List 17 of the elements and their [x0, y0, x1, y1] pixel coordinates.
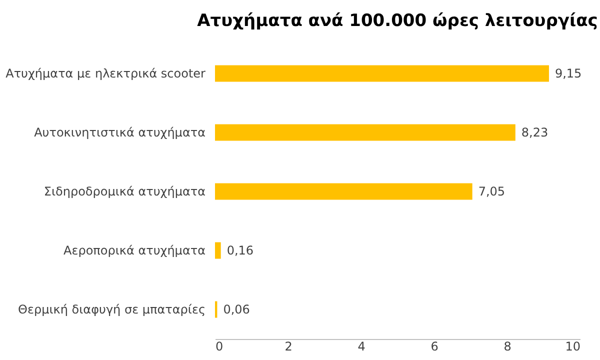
- y-tick-label: Σιδηροδρομικά ατυχήματα: [44, 184, 206, 198]
- data-label: 8,23: [521, 126, 548, 140]
- x-tick-label: 4: [358, 340, 366, 354]
- y-tick-label: Αεροπορικά ατυχήματα: [64, 244, 206, 258]
- x-tick-label: 0: [216, 340, 224, 354]
- chart-title: Ατυχήματα ανά 100.000 ώρες λειτουργίας: [197, 11, 598, 31]
- x-tick-label: 2: [284, 340, 292, 354]
- x-tick-label: 6: [430, 340, 438, 354]
- y-tick-label: Θερμική διαφυγή σε μπαταρίες: [18, 302, 206, 316]
- x-tick-label: 8: [504, 340, 512, 354]
- data-label: 0,06: [223, 302, 250, 316]
- data-label: 7,05: [478, 184, 506, 198]
- data-label: 9,15: [554, 66, 582, 80]
- y-tick-label: Αυτοκινητιστικά ατυχήματα: [34, 126, 206, 140]
- y-tick-label: Ατυχήματα με ηλεκτρικά scooter: [6, 66, 206, 80]
- x-tick-label: 10: [565, 340, 580, 354]
- data-label: 0,16: [226, 244, 254, 258]
